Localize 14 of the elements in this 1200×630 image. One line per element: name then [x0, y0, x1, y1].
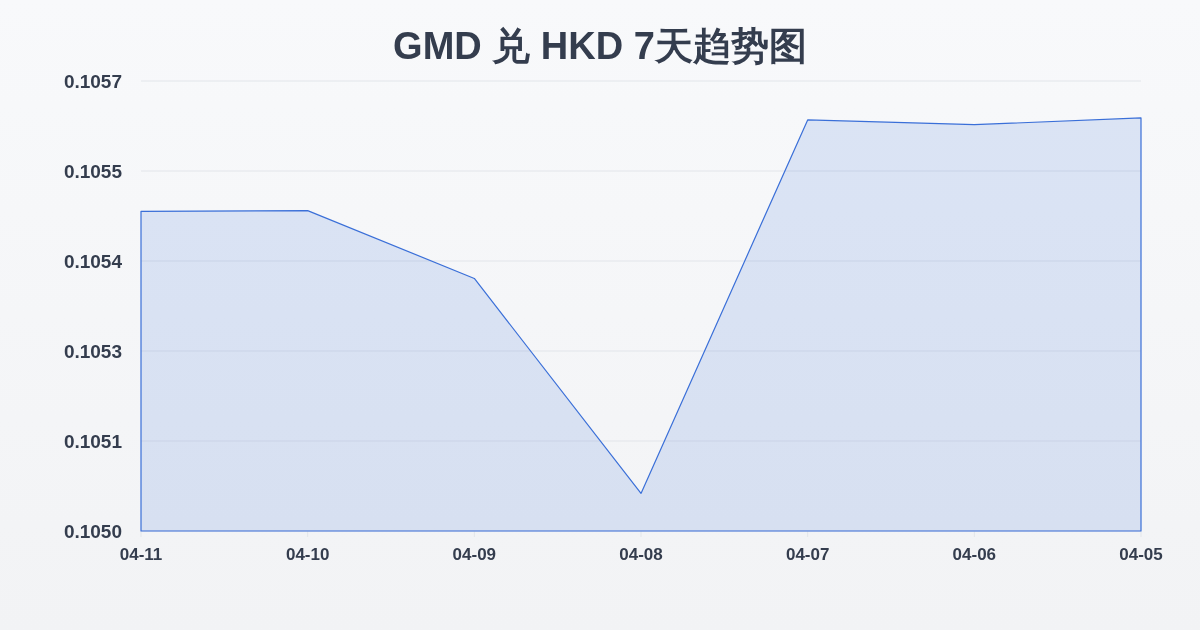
ytick: 0.1055	[63, 160, 122, 182]
xtick: 04-06	[952, 545, 997, 564]
xtick: 04-10	[285, 545, 330, 564]
ytick: 0.1050	[63, 520, 122, 542]
xtick: 04-05	[1119, 545, 1163, 564]
xtick: 04-11	[119, 545, 163, 564]
xtick: 04-08	[619, 545, 663, 564]
xtick: 04-09	[452, 545, 497, 564]
ytick: 0.1057	[63, 70, 122, 92]
xtick: 04-07	[785, 545, 830, 564]
ytick: 0.1053	[63, 340, 122, 362]
ytick: 0.1051	[63, 430, 122, 452]
title: GMD 兑 HKD 7天趋势图	[393, 25, 807, 67]
ytick: 0.1054	[63, 250, 122, 272]
